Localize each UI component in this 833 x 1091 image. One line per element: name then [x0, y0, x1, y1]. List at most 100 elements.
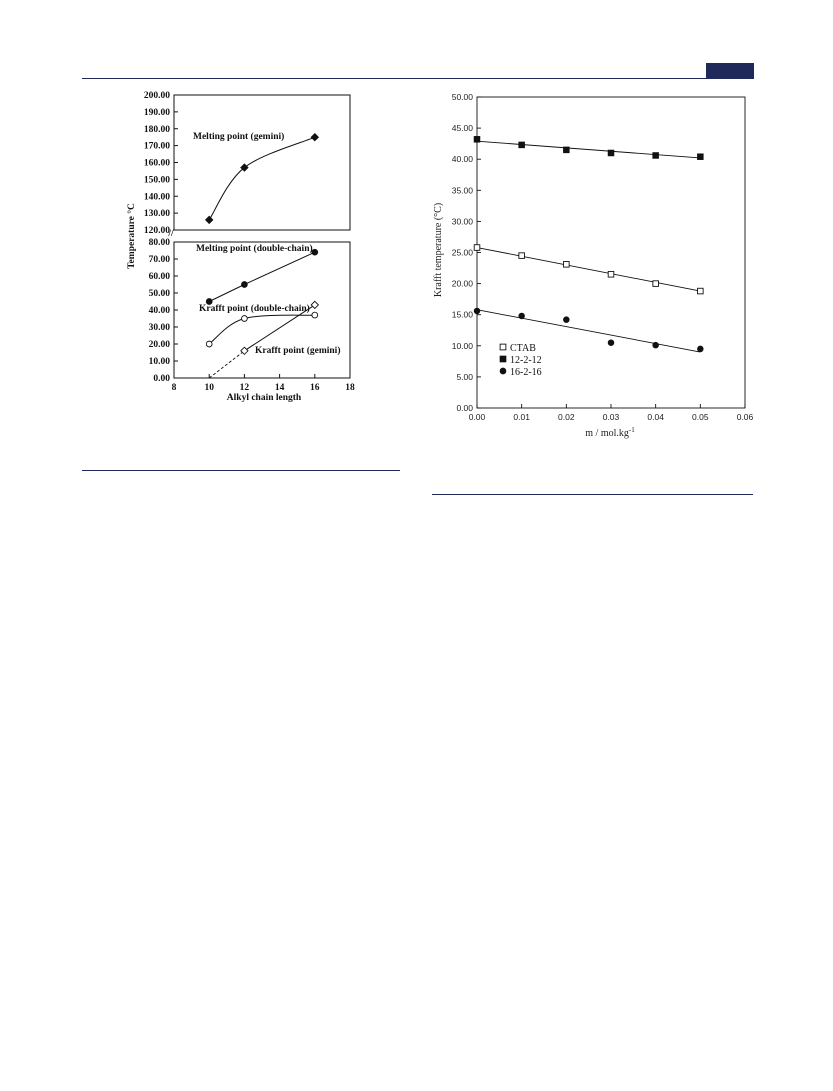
right-series-1-fit-line — [476, 140, 701, 159]
right-series-1-point — [607, 149, 615, 157]
right-x-axis-label: m / mol.kg-1 — [585, 426, 635, 439]
left-x-tick-label: 14 — [275, 383, 285, 393]
left-y-axis-label: Temperature °C — [126, 203, 137, 269]
left-y-upper-tick-label: 200.00 — [144, 91, 170, 101]
right-x-axis-label-main: m / mol.kg — [585, 428, 629, 439]
right-series-0-point — [697, 287, 704, 295]
left-x-tick-label: 18 — [345, 383, 355, 393]
left-series-2-point — [241, 315, 248, 322]
left-y-lower-tick-label: 0.00 — [153, 374, 170, 384]
right-legend-label-1: 12-2-12 — [510, 355, 542, 366]
left-series-1-point — [241, 281, 248, 288]
right-y-tick-label: 45.00 — [452, 123, 474, 133]
right-x-tick-label: 0.01 — [513, 412, 530, 422]
left-y-upper-tick-label: 130.00 — [144, 209, 170, 219]
right-x-tick-label: 0.06 — [737, 412, 754, 422]
left-series-3-point — [310, 300, 320, 310]
right-series-1-point — [652, 152, 659, 159]
right-legend-label-0: CTAB — [510, 343, 536, 354]
right-series-1-point — [473, 136, 481, 143]
right-y-tick-label: 25.00 — [452, 248, 474, 258]
left-y-upper-tick-label: 140.00 — [144, 192, 170, 202]
right-legend-label-2: 16-2-16 — [510, 367, 542, 378]
left-series-2-point — [205, 340, 213, 348]
left-x-tick-label: 12 — [240, 383, 250, 393]
right-y-tick-label: 30.00 — [452, 216, 474, 226]
left-y-lower-tick-label: 60.00 — [149, 272, 171, 282]
right-series-2-point — [697, 345, 704, 353]
left-x-tick-label: 16 — [310, 383, 320, 393]
right-y-axis-label: Krafft temperature (°C) — [433, 203, 444, 297]
left-y-lower-tick-label: 80.00 — [149, 238, 171, 248]
right-series-1-point — [697, 153, 704, 160]
left-series-0-point — [240, 163, 249, 172]
caption-rule-left — [82, 470, 400, 471]
page-header — [0, 0, 833, 90]
right-x-tick-label: 0.02 — [558, 412, 575, 422]
left-y-upper-tick-label: 170.00 — [144, 142, 170, 152]
right-series-2-point — [518, 312, 525, 320]
left-y-upper-tick-label: 150.00 — [144, 175, 170, 185]
left-series-0-point — [310, 132, 320, 142]
right-series-0-point — [652, 280, 659, 287]
left-series-1-point — [311, 248, 319, 256]
left-y-lower-tick-label: 20.00 — [149, 340, 171, 350]
right-x-tick-label: 0.04 — [647, 412, 664, 422]
caption-rule-right — [432, 494, 753, 495]
right-series-0-fit-line — [476, 247, 701, 292]
right-legend-marker-1 — [499, 355, 507, 363]
axis-break-marker: // — [167, 229, 174, 239]
annot-melting-double-chain: Melting point (double-chain) — [196, 243, 313, 254]
right-series-0-point — [473, 244, 481, 251]
right-x-tick-label: 0.05 — [692, 412, 709, 422]
right-y-tick-label: 0.00 — [456, 403, 473, 413]
right-series-2-point — [473, 307, 481, 315]
left-series-3-point — [240, 346, 249, 356]
left-y-lower-tick-label: 50.00 — [149, 289, 171, 299]
right-y-tick-label: 35.00 — [452, 185, 474, 195]
right-legend-marker-2 — [499, 367, 507, 375]
left-y-lower-tick-label: 10.00 — [149, 357, 171, 367]
left-x-tick-label: 10 — [204, 383, 214, 393]
left-y-upper-tick-label: 180.00 — [144, 125, 170, 135]
right-series-1-point — [518, 141, 525, 149]
right-series-0-point — [518, 252, 525, 259]
left-y-upper-tick-label: 160.00 — [144, 159, 170, 169]
right-y-tick-label: 40.00 — [452, 154, 474, 164]
right-series-2-point — [652, 341, 659, 349]
right-x-tick-label: 0.00 — [469, 412, 486, 422]
annot-krafft-double-chain: Krafft point (double-chain) — [199, 303, 310, 314]
left-x-axis-label: Alkyl chain length — [227, 393, 302, 403]
left-y-lower-tick-label: 40.00 — [149, 306, 171, 316]
left-y-lower-tick-label: 30.00 — [149, 323, 171, 333]
right-series-0-point — [607, 271, 615, 278]
annot-melting-gemini: Melting point (gemini) — [193, 131, 284, 142]
right-series-2-point — [607, 339, 615, 346]
left-series-3-extrapolation — [208, 350, 245, 379]
right-x-tick-label: 0.03 — [603, 412, 620, 422]
header-rule — [82, 78, 754, 79]
annot-krafft-gemini: Krafft point (gemini) — [255, 345, 341, 356]
right-y-tick-label: 10.00 — [452, 341, 474, 351]
right-series-1-point — [563, 146, 570, 154]
right-y-tick-label: 50.00 — [452, 92, 474, 102]
left-y-upper-tick-label: 120.00 — [144, 226, 170, 236]
left-x-tick-label: 8 — [172, 383, 177, 393]
left-y-upper-tick-label: 190.00 — [144, 108, 170, 118]
right-legend-marker-0 — [499, 343, 507, 351]
right-y-tick-label: 20.00 — [452, 279, 474, 289]
right-series-2-fit-line — [476, 309, 701, 353]
right-x-axis-label-sup: -1 — [629, 426, 635, 434]
left-y-lower-tick-label: 70.00 — [149, 255, 171, 265]
right-series-2-point — [563, 316, 570, 323]
right-y-tick-label: 15.00 — [452, 310, 474, 320]
left-series-1-point — [205, 298, 213, 305]
header-tab — [706, 63, 754, 78]
right-series-0-point — [563, 261, 570, 268]
right-y-tick-label: 5.00 — [456, 372, 473, 382]
left-series-0-point — [204, 215, 214, 225]
left-series-2-point — [311, 311, 319, 319]
left-series-3-line — [244, 304, 316, 352]
